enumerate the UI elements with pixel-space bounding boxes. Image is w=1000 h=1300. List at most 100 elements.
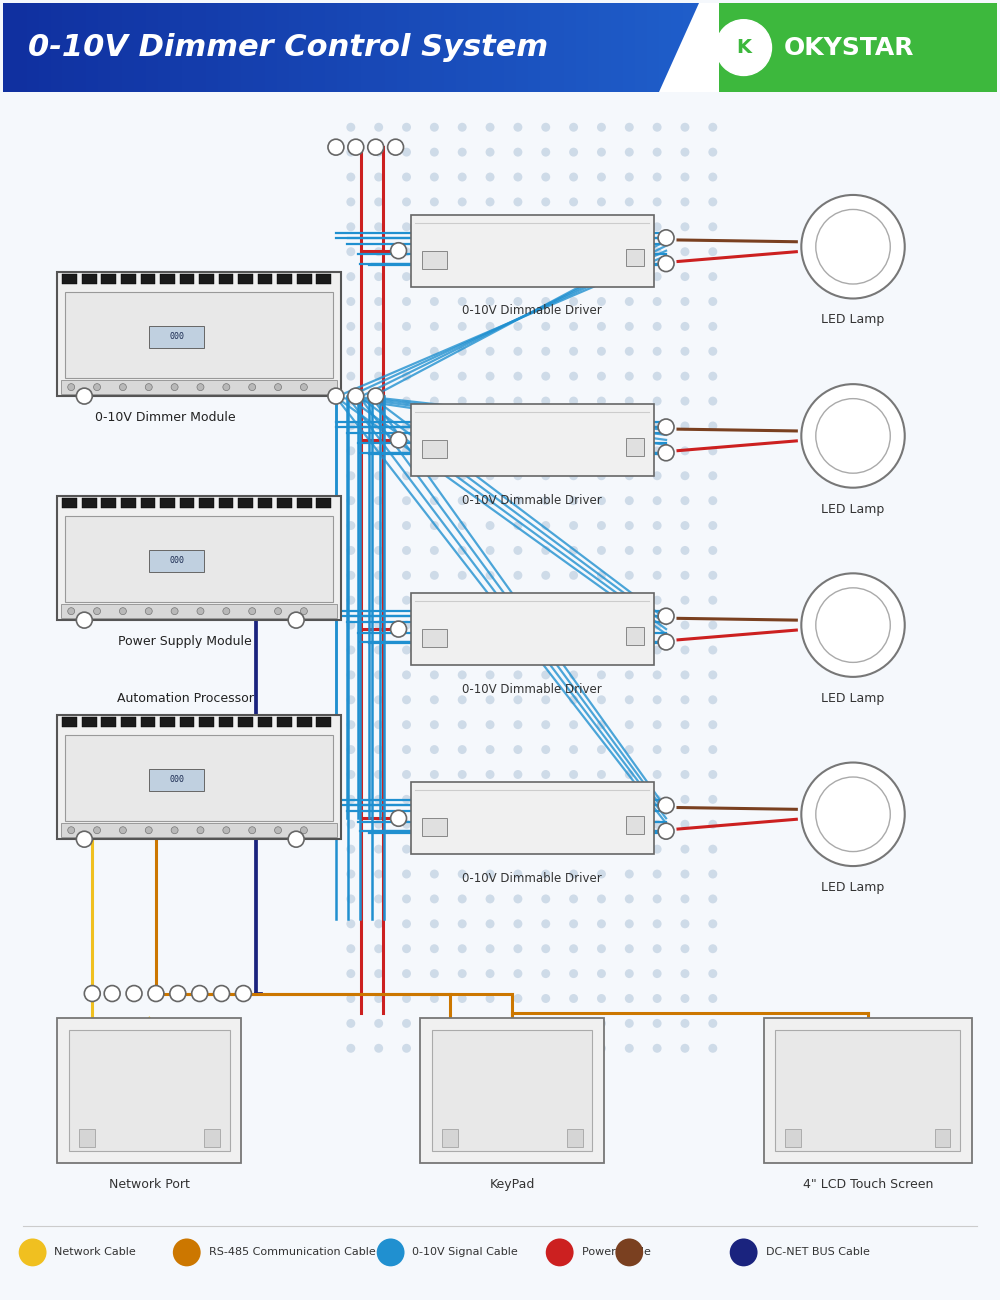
Circle shape — [597, 421, 606, 430]
Circle shape — [391, 621, 407, 637]
Bar — [219, 716, 233, 727]
Circle shape — [104, 985, 120, 1001]
Circle shape — [597, 222, 606, 231]
Circle shape — [402, 521, 411, 530]
Circle shape — [625, 968, 634, 978]
Bar — [683, 3, 695, 92]
Bar — [444, 3, 456, 92]
Circle shape — [569, 770, 578, 779]
Circle shape — [402, 347, 411, 356]
Circle shape — [458, 421, 467, 430]
Circle shape — [94, 384, 101, 390]
Circle shape — [513, 472, 522, 480]
Bar — [65, 291, 333, 378]
Circle shape — [615, 1239, 643, 1266]
Circle shape — [680, 944, 689, 953]
Circle shape — [653, 347, 662, 356]
Circle shape — [346, 620, 355, 629]
Circle shape — [708, 994, 717, 1004]
Circle shape — [597, 122, 606, 131]
Circle shape — [458, 820, 467, 828]
Circle shape — [486, 296, 495, 306]
Circle shape — [402, 272, 411, 281]
Circle shape — [486, 198, 495, 207]
Bar — [258, 498, 272, 507]
Circle shape — [513, 646, 522, 654]
Circle shape — [346, 198, 355, 207]
Circle shape — [346, 696, 355, 705]
Circle shape — [513, 770, 522, 779]
Circle shape — [402, 646, 411, 654]
Circle shape — [597, 696, 606, 705]
Bar — [122, 3, 134, 92]
Circle shape — [430, 845, 439, 854]
Circle shape — [597, 322, 606, 332]
Circle shape — [597, 994, 606, 1004]
Bar — [540, 3, 552, 92]
Circle shape — [569, 472, 578, 480]
Circle shape — [486, 546, 495, 555]
Circle shape — [377, 1239, 405, 1266]
Bar — [480, 3, 492, 92]
Text: 000: 000 — [169, 556, 184, 566]
Circle shape — [546, 1239, 574, 1266]
Bar — [57, 715, 341, 840]
Text: KeyPad: KeyPad — [490, 1178, 535, 1191]
Circle shape — [541, 497, 550, 506]
Circle shape — [541, 521, 550, 530]
Circle shape — [680, 745, 689, 754]
Circle shape — [708, 919, 717, 928]
Bar — [149, 770, 204, 790]
Circle shape — [680, 919, 689, 928]
Circle shape — [346, 446, 355, 455]
Circle shape — [541, 421, 550, 430]
Text: 0-10V Dimmable Driver: 0-10V Dimmable Driver — [462, 682, 602, 696]
Circle shape — [374, 396, 383, 406]
Bar — [74, 3, 86, 92]
Circle shape — [597, 646, 606, 654]
Circle shape — [816, 399, 890, 473]
Circle shape — [680, 148, 689, 156]
Bar — [39, 3, 51, 92]
Circle shape — [513, 247, 522, 256]
Circle shape — [346, 372, 355, 381]
Circle shape — [569, 571, 578, 580]
Circle shape — [223, 607, 230, 615]
Circle shape — [430, 794, 439, 803]
Circle shape — [486, 646, 495, 654]
Circle shape — [653, 968, 662, 978]
Circle shape — [486, 421, 495, 430]
Circle shape — [513, 571, 522, 580]
Circle shape — [541, 770, 550, 779]
Text: LED Lamp: LED Lamp — [821, 881, 885, 894]
Circle shape — [486, 944, 495, 953]
Bar — [422, 439, 447, 458]
Bar — [62, 3, 74, 92]
Circle shape — [430, 247, 439, 256]
Circle shape — [708, 595, 717, 604]
Circle shape — [197, 607, 204, 615]
Bar — [699, 3, 997, 92]
Circle shape — [486, 1044, 495, 1053]
Circle shape — [348, 139, 364, 155]
Circle shape — [458, 148, 467, 156]
Bar — [230, 3, 241, 92]
Circle shape — [541, 894, 550, 904]
Circle shape — [625, 794, 634, 803]
Bar — [199, 273, 214, 283]
Bar — [567, 1128, 583, 1147]
Circle shape — [458, 894, 467, 904]
Circle shape — [374, 546, 383, 555]
Circle shape — [541, 173, 550, 182]
Bar — [411, 214, 654, 286]
Circle shape — [569, 919, 578, 928]
Bar — [297, 716, 312, 727]
Circle shape — [680, 1019, 689, 1028]
Circle shape — [374, 421, 383, 430]
Circle shape — [597, 968, 606, 978]
Circle shape — [625, 894, 634, 904]
Circle shape — [625, 446, 634, 455]
Circle shape — [513, 968, 522, 978]
Circle shape — [569, 845, 578, 854]
Circle shape — [430, 272, 439, 281]
